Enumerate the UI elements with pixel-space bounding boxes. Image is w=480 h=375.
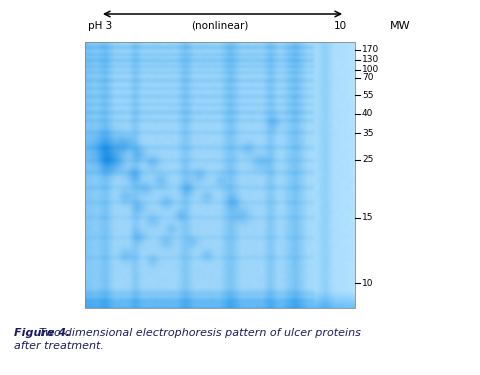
Text: 40: 40 bbox=[361, 110, 372, 118]
Text: Figure 4.: Figure 4. bbox=[14, 328, 70, 338]
Text: after treatment.: after treatment. bbox=[14, 341, 104, 351]
Text: 100: 100 bbox=[361, 66, 378, 75]
Text: MW: MW bbox=[389, 21, 410, 31]
Text: pH 3: pH 3 bbox=[88, 21, 112, 31]
Text: (nonlinear): (nonlinear) bbox=[191, 21, 248, 31]
Text: 35: 35 bbox=[361, 129, 373, 138]
Text: 130: 130 bbox=[361, 56, 378, 64]
Text: 25: 25 bbox=[361, 156, 372, 165]
Text: 15: 15 bbox=[361, 213, 373, 222]
Text: 55: 55 bbox=[361, 90, 373, 99]
Text: 10: 10 bbox=[333, 21, 346, 31]
Text: 70: 70 bbox=[361, 74, 373, 82]
Bar bbox=[85, 42, 354, 308]
Text: 170: 170 bbox=[361, 45, 378, 54]
Text: 10: 10 bbox=[361, 279, 373, 288]
Text: Two-dimensional electrophoresis pattern of ulcer proteins: Two-dimensional electrophoresis pattern … bbox=[32, 328, 360, 338]
